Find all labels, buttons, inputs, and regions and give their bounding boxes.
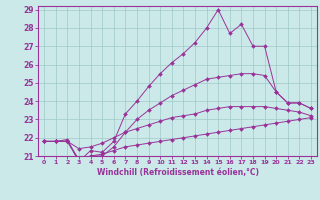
X-axis label: Windchill (Refroidissement éolien,°C): Windchill (Refroidissement éolien,°C) [97, 168, 259, 177]
